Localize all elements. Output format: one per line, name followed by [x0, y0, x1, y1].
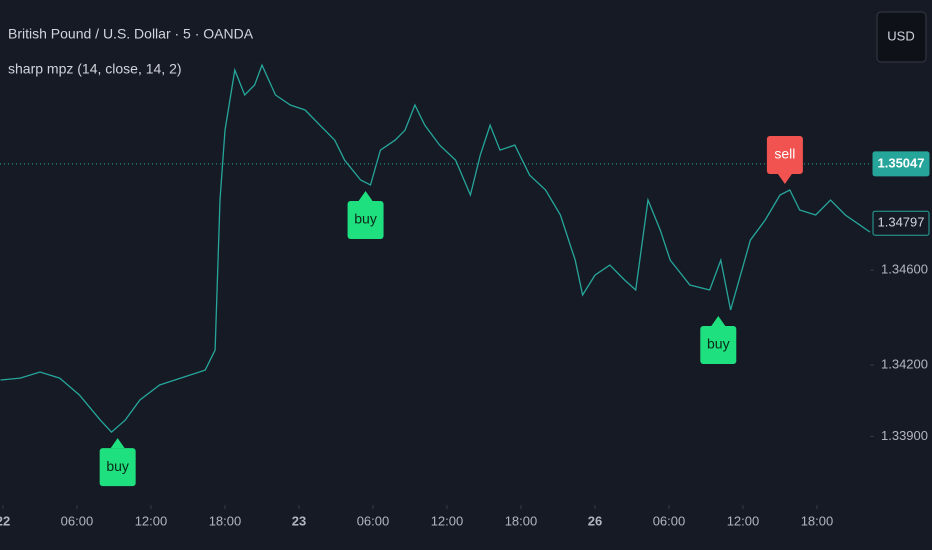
signal-label: buy: [106, 458, 129, 474]
signal-pointer: [711, 315, 726, 326]
x-tick-label: 18:00: [209, 513, 242, 528]
y-tick-label: 1.34200: [881, 357, 928, 372]
x-tick-label: 18:00: [801, 513, 834, 528]
price-label-box: [872, 210, 930, 236]
chart-title: British Pound / U.S. Dollar · 5 · OANDA: [8, 26, 254, 42]
signal-box: [99, 448, 136, 487]
signal-pointer: [358, 191, 373, 202]
x-tick-label: 23: [292, 513, 306, 528]
signal-pointer: [777, 174, 792, 185]
x-tick-label: 12:00: [727, 513, 760, 528]
indicator-label: sharp mpz (14, close, 14, 2): [8, 61, 182, 77]
signal-label: sell: [774, 146, 795, 162]
price-label: 1.34797: [878, 215, 925, 230]
signal-box: [766, 136, 803, 175]
x-tick-label: 26: [588, 513, 602, 528]
signal-label: buy: [707, 336, 730, 352]
x-tick-label: 18:00: [505, 513, 538, 528]
signal-box: [700, 325, 737, 364]
currency-button[interactable]: [876, 11, 927, 63]
signal-box: [347, 201, 384, 240]
x-tick-label: 12:00: [431, 513, 464, 528]
price-label-box: [872, 151, 930, 177]
y-tick-label: 1.34600: [881, 262, 928, 277]
x-tick-label: 06:00: [61, 513, 94, 528]
x-tick-label: 22: [0, 513, 10, 528]
y-tick-label: 1.33900: [881, 428, 928, 443]
x-tick-label: 06:00: [653, 513, 686, 528]
price-label: 1.35047: [878, 155, 925, 170]
signal-pointer: [110, 438, 125, 449]
currency-label[interactable]: USD: [887, 28, 914, 43]
signal-label: buy: [354, 211, 377, 227]
x-tick-label: 12:00: [135, 513, 168, 528]
x-tick-label: 06:00: [357, 513, 390, 528]
price-line: [0, 63, 871, 434]
